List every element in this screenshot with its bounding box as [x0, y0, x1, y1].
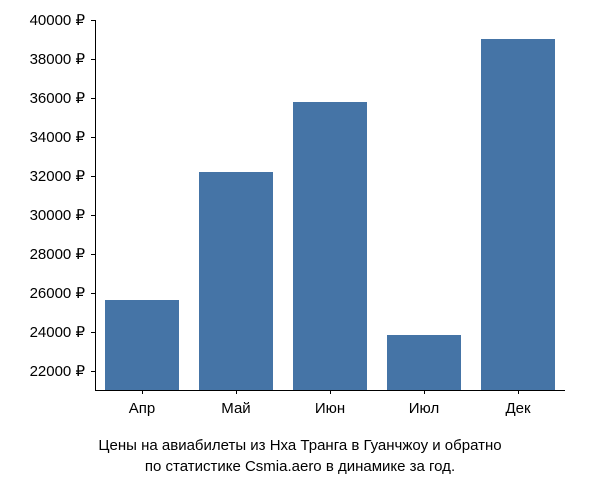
chart-caption-line2: по статистике Csmia.aero в динамике за г…	[0, 456, 600, 477]
y-tick-label: 28000 ₽	[30, 245, 85, 263]
x-tick-mark	[236, 390, 237, 394]
x-axis: Апр Май Июн Июл Дек	[95, 395, 565, 425]
y-tick-mark	[91, 98, 95, 99]
x-tick-mark	[424, 390, 425, 394]
y-tick-label: 32000 ₽	[30, 167, 85, 185]
x-tick-mark	[142, 390, 143, 394]
x-tick-mark	[518, 390, 519, 394]
y-tick-mark	[91, 20, 95, 21]
bar	[481, 39, 554, 390]
y-tick-mark	[91, 137, 95, 138]
chart-caption-line1: Цены на авиабилеты из Нха Транга в Гуанч…	[0, 435, 600, 456]
x-tick-label: Май	[221, 400, 250, 417]
y-tick-label: 30000 ₽	[30, 206, 85, 224]
y-tick-label: 22000 ₽	[30, 362, 85, 380]
y-tick-mark	[91, 332, 95, 333]
y-tick-label: 36000 ₽	[30, 89, 85, 107]
x-tick-label: Апр	[129, 400, 155, 417]
x-tick-label: Июн	[315, 400, 345, 417]
y-tick-mark	[91, 371, 95, 372]
bar	[293, 102, 366, 390]
y-tick-mark	[91, 176, 95, 177]
bar	[387, 335, 460, 390]
price-chart: 22000 ₽ 24000 ₽ 26000 ₽ 28000 ₽ 30000 ₽ 32000…	[0, 0, 600, 500]
y-tick-mark	[91, 59, 95, 60]
y-tick-mark	[91, 293, 95, 294]
y-tick-label: 24000 ₽	[30, 323, 85, 341]
bar	[105, 300, 178, 390]
x-tick-label: Дек	[505, 400, 530, 417]
x-tick-label: Июл	[409, 400, 439, 417]
y-tick-label: 34000 ₽	[30, 128, 85, 146]
x-tick-mark	[330, 390, 331, 394]
y-tick-label: 40000 ₽	[30, 11, 85, 29]
bar	[199, 172, 272, 390]
y-tick-label: 38000 ₽	[30, 50, 85, 68]
y-tick-mark	[91, 254, 95, 255]
y-tick-mark	[91, 215, 95, 216]
plot-area	[95, 20, 565, 390]
y-tick-label: 26000 ₽	[30, 284, 85, 302]
y-axis: 22000 ₽ 24000 ₽ 26000 ₽ 28000 ₽ 30000 ₽ 32000…	[0, 20, 90, 390]
